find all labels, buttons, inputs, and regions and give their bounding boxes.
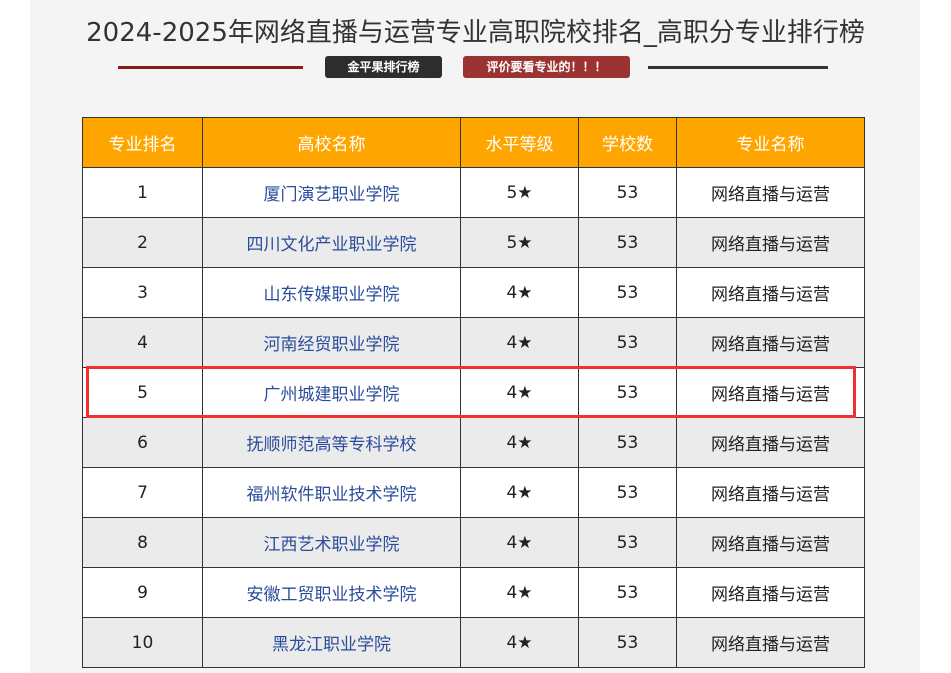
- rank-cell: 4: [82, 317, 203, 368]
- major-name-cell: 网络直播与运营: [676, 517, 865, 568]
- header-school: 高校名称: [202, 117, 461, 168]
- level-cell: 4★: [460, 417, 579, 468]
- major-name-cell: 网络直播与运营: [676, 617, 865, 668]
- highlight-box: [86, 366, 856, 418]
- level-cell: 4★: [460, 267, 579, 318]
- table-header: 专业排名 高校名称 水平等级 学校数 专业名称: [82, 117, 865, 168]
- school-name-link[interactable]: 山东传媒职业学院: [202, 267, 461, 318]
- school-count-cell: 53: [578, 467, 677, 518]
- school-count-cell: 53: [578, 367, 677, 418]
- header-count: 学校数: [578, 117, 677, 168]
- major-name-cell: 网络直播与运营: [676, 217, 865, 268]
- school-name-link[interactable]: 河南经贸职业学院: [202, 317, 461, 368]
- major-name-cell: 网络直播与运营: [676, 317, 865, 368]
- school-name-link[interactable]: 江西艺术职业学院: [202, 517, 461, 568]
- major-name-cell: 网络直播与运营: [676, 267, 865, 318]
- divider-right: [648, 66, 828, 69]
- header-rank: 专业排名: [82, 117, 203, 168]
- major-name-cell: 网络直播与运营: [676, 367, 865, 418]
- table-row: 4 河南经贸职业学院 4★ 53 网络直播与运营: [82, 317, 865, 368]
- level-cell: 4★: [460, 567, 579, 618]
- table-row: 8 江西艺术职业学院 4★ 53 网络直播与运营: [82, 517, 865, 568]
- table-row: 3 山东传媒职业学院 4★ 53 网络直播与运营: [82, 267, 865, 318]
- level-cell: 5★: [460, 217, 579, 268]
- school-name-link[interactable]: 抚顺师范高等专科学校: [202, 417, 461, 468]
- school-count-cell: 53: [578, 167, 677, 218]
- school-count-cell: 53: [578, 567, 677, 618]
- level-cell: 4★: [460, 467, 579, 518]
- school-name-link[interactable]: 安徽工贸职业技术学院: [202, 567, 461, 618]
- level-cell: 5★: [460, 167, 579, 218]
- school-name-link[interactable]: 四川文化产业职业学院: [202, 217, 461, 268]
- level-cell: 4★: [460, 317, 579, 368]
- table-row: 9 安徽工贸职业技术学院 4★ 53 网络直播与运营: [82, 567, 865, 618]
- divider-left: [118, 66, 303, 69]
- major-name-cell: 网络直播与运营: [676, 167, 865, 218]
- major-name-cell: 网络直播与运营: [676, 417, 865, 468]
- table-row: 1 厦门演艺职业学院 5★ 53 网络直播与运营: [82, 167, 865, 218]
- rank-cell: 3: [82, 267, 203, 318]
- rank-cell: 9: [82, 567, 203, 618]
- table-row: 6 抚顺师范高等专科学校 4★ 53 网络直播与运营: [82, 417, 865, 468]
- rank-cell: 7: [82, 467, 203, 518]
- school-count-cell: 53: [578, 217, 677, 268]
- page-title: 2024-2025年网络直播与运营专业高职院校排名_高职分专业排行榜: [86, 18, 865, 48]
- level-cell: 4★: [460, 617, 579, 668]
- badge-ranking: 金平果排行榜: [325, 56, 442, 78]
- major-name-cell: 网络直播与运营: [676, 567, 865, 618]
- school-name-link[interactable]: 黑龙江职业学院: [202, 617, 461, 668]
- school-count-cell: 53: [578, 517, 677, 568]
- school-count-cell: 53: [578, 267, 677, 318]
- rank-cell: 10: [82, 617, 203, 668]
- rank-cell: 6: [82, 417, 203, 468]
- table-row: 5 广州城建职业学院 4★ 53 网络直播与运营: [82, 367, 865, 418]
- ranking-table: 专业排名 高校名称 水平等级 学校数 专业名称 1 厦门演艺职业学院 5★ 53 网络直播与运营…: [82, 117, 865, 668]
- rank-cell: 2: [82, 217, 203, 268]
- school-count-cell: 53: [578, 417, 677, 468]
- level-cell: 4★: [460, 517, 579, 568]
- rank-cell: 8: [82, 517, 203, 568]
- table-row: 7 福州软件职业技术学院 4★ 53 网络直播与运营: [82, 467, 865, 518]
- header-level: 水平等级: [460, 117, 579, 168]
- table-row: 2 四川文化产业职业学院 5★ 53 网络直播与运营: [82, 217, 865, 268]
- header-major: 专业名称: [676, 117, 865, 168]
- badge-slogan: 评价要看专业的！！！: [463, 56, 630, 78]
- school-count-cell: 53: [578, 617, 677, 668]
- school-name-link[interactable]: 福州软件职业技术学院: [202, 467, 461, 518]
- school-count-cell: 53: [578, 317, 677, 368]
- major-name-cell: 网络直播与运营: [676, 467, 865, 518]
- school-name-link[interactable]: 厦门演艺职业学院: [202, 167, 461, 218]
- level-cell: 4★: [460, 367, 579, 418]
- rank-cell: 1: [82, 167, 203, 218]
- table-row: 10 黑龙江职业学院 4★ 53 网络直播与运营: [82, 617, 865, 668]
